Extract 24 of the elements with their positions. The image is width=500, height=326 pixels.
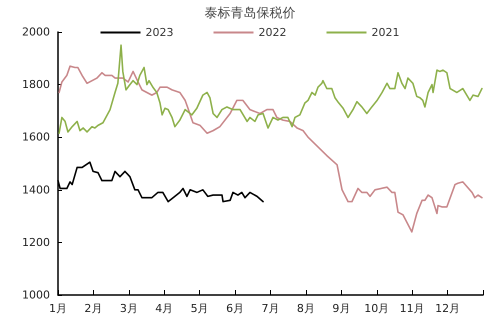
line-series bbox=[58, 44, 483, 134]
x-tick-label: 7月 bbox=[262, 302, 280, 315]
x-tick-label: 9月 bbox=[332, 302, 350, 315]
x-tick-label: 4月 bbox=[155, 302, 174, 315]
x-tick-label: 5月 bbox=[190, 302, 209, 315]
x-tick-label: 6月 bbox=[226, 302, 244, 315]
line-series bbox=[58, 65, 483, 233]
y-tick-label: 1000 bbox=[22, 288, 50, 302]
legend-label: 2023 bbox=[146, 26, 174, 39]
x-tick-label: 1月 bbox=[49, 302, 67, 315]
y-tick-label: 1200 bbox=[22, 236, 50, 249]
x-tick-label: 10月 bbox=[364, 302, 390, 315]
x-tick-label: 12月 bbox=[435, 302, 460, 315]
x-tick-label: 3月 bbox=[120, 302, 138, 315]
y-tick-label: 1800 bbox=[22, 78, 50, 92]
legend-label: 2022 bbox=[258, 26, 287, 39]
y-tick-label: 1400 bbox=[22, 183, 50, 196]
x-tick-label: 11月 bbox=[400, 302, 425, 315]
y-tick-label: 1600 bbox=[22, 130, 50, 144]
y-tick-label: 2000 bbox=[22, 26, 50, 38]
legend-label: 2021 bbox=[371, 26, 400, 39]
x-tick-label: 2月 bbox=[84, 302, 102, 315]
x-tick-label: 8月 bbox=[296, 302, 315, 315]
chart-title: 泰标青岛保税价 bbox=[204, 6, 296, 21]
